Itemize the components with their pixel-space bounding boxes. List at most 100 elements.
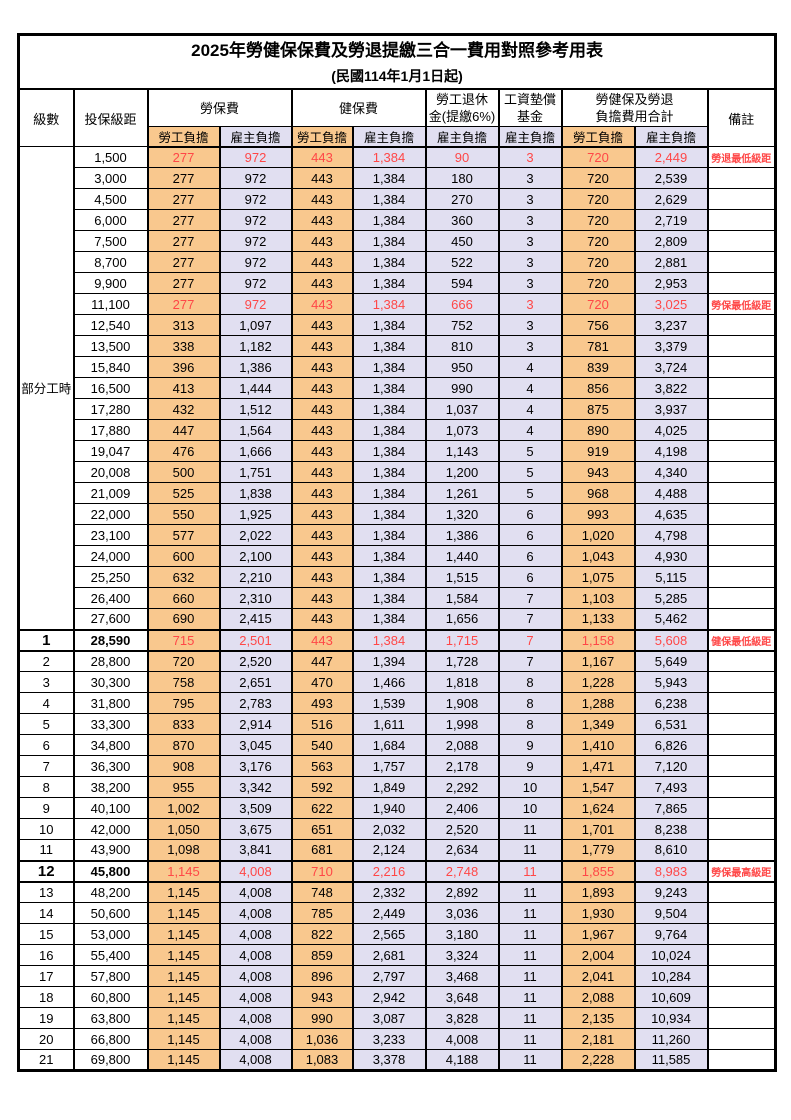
header-sub-row: 勞工負擔 雇主負擔 勞工負擔 雇主負擔 雇主負擔 雇主負擔 勞工負擔 雇主負擔	[19, 125, 776, 148]
value-cell: 1,158	[560, 628, 636, 652]
value-cell: 1,656	[424, 608, 500, 630]
value-cell: 972	[218, 293, 293, 315]
bracket-cell: 23,100	[72, 524, 149, 546]
bracket-cell: 42,000	[72, 818, 149, 840]
value-cell: 5,943	[633, 671, 709, 693]
bracket-cell: 33,300	[72, 713, 149, 735]
value-cell: 1,145	[146, 923, 221, 945]
value-cell: 2,022	[218, 524, 293, 546]
value-cell: 1,684	[351, 734, 427, 756]
value-cell: 2,210	[218, 566, 293, 588]
value-cell: 447	[146, 419, 221, 441]
table-row: 9 40,100 1,002 3,509 622 1,940 2,406 10 1,624 7,8…	[17, 797, 777, 819]
value-cell: 1,384	[351, 545, 427, 567]
table-row: 16 55,400 1,145 4,008 859 2,681 3,324 11 2,004 10…	[17, 944, 777, 966]
value-cell: 1,386	[218, 356, 293, 378]
value-cell: 443	[290, 251, 354, 273]
value-cell: 785	[290, 902, 354, 924]
value-cell: 11	[497, 1028, 563, 1050]
value-cell: 522	[424, 251, 500, 273]
table-row: 17,280 432 1,512 443 1,384 1,037 4 875 3,937	[19, 398, 777, 420]
value-cell: 4	[497, 419, 563, 441]
value-cell: 1,386	[424, 524, 500, 546]
note-cell	[706, 545, 777, 567]
value-cell: 4,008	[218, 923, 293, 945]
value-cell: 1,818	[424, 671, 500, 693]
value-cell: 870	[146, 734, 221, 756]
table-row: 21,009 525 1,838 443 1,384 1,261 5 968 4,488	[19, 482, 777, 504]
bracket-cell: 20,008	[72, 461, 149, 483]
value-cell: 3	[497, 272, 563, 294]
value-cell: 6	[497, 566, 563, 588]
value-cell: 1,444	[218, 377, 293, 399]
value-cell: 277	[146, 251, 221, 273]
col-header-wage-fund: 工資墊償 基金	[497, 88, 563, 127]
value-cell: 1,384	[351, 587, 427, 609]
value-cell: 443	[290, 167, 354, 189]
value-cell: 4,008	[218, 965, 293, 987]
value-cell: 972	[218, 188, 293, 210]
value-cell: 2,565	[351, 923, 427, 945]
value-cell: 8,983	[633, 859, 709, 883]
value-cell: 1,384	[351, 230, 427, 252]
value-cell: 3	[497, 293, 563, 315]
subheader-health-employer: 雇主負擔	[351, 125, 427, 148]
value-cell: 10,024	[633, 944, 709, 966]
note-cell	[706, 251, 777, 273]
level-cell: 13	[17, 881, 75, 903]
value-cell: 1,384	[351, 524, 427, 546]
bracket-cell: 25,250	[72, 566, 149, 588]
bracket-cell: 13,500	[72, 335, 149, 357]
bracket-cell: 36,300	[72, 755, 149, 777]
value-cell: 432	[146, 398, 221, 420]
value-cell: 1,624	[560, 797, 636, 819]
value-cell: 600	[146, 545, 221, 567]
note-cell	[706, 230, 777, 252]
value-cell: 5	[497, 440, 563, 462]
value-cell: 476	[146, 440, 221, 462]
value-cell: 720	[560, 188, 636, 210]
note-cell	[706, 419, 777, 441]
value-cell: 443	[290, 146, 354, 168]
value-cell: 11	[497, 818, 563, 840]
value-cell: 1,967	[560, 923, 636, 945]
level-cell: 19	[17, 1007, 75, 1029]
table-row: 23,100 577 2,022 443 1,384 1,386 6 1,020 4,798	[19, 524, 777, 546]
value-cell: 1,384	[351, 503, 427, 525]
value-cell: 1,133	[560, 608, 636, 630]
level-cell: 20	[17, 1028, 75, 1050]
value-cell: 1,466	[351, 671, 427, 693]
bracket-cell: 31,800	[72, 692, 149, 714]
value-cell: 8	[497, 713, 563, 735]
table-row: 26,400 660 2,310 443 1,384 1,584 7 1,103 5,285	[19, 587, 777, 609]
value-cell: 443	[290, 503, 354, 525]
level-cell: 11	[17, 839, 75, 861]
value-cell: 9	[497, 755, 563, 777]
value-cell: 1,182	[218, 335, 293, 357]
value-cell: 972	[218, 272, 293, 294]
value-cell: 715	[146, 628, 221, 652]
value-cell: 4,008	[218, 1049, 293, 1071]
value-cell: 277	[146, 272, 221, 294]
value-cell: 493	[290, 692, 354, 714]
value-cell: 3	[497, 188, 563, 210]
table-row: 6 34,800 870 3,045 540 1,684 2,088 9 1,410 6,826	[17, 734, 777, 756]
table-row: 8 38,200 955 3,342 592 1,849 2,292 10 1,547 7,493	[17, 776, 777, 798]
value-cell: 443	[290, 566, 354, 588]
level-cell: 17	[17, 965, 75, 987]
value-cell: 1,145	[146, 859, 221, 883]
value-cell: 1,394	[351, 650, 427, 672]
subheader-pension-employer: 雇主負擔	[424, 125, 500, 148]
table-row: 10 42,000 1,050 3,675 651 2,032 2,520 11 1,701 8,…	[17, 818, 777, 840]
table-row: 3 30,300 758 2,651 470 1,466 1,818 8 1,228 5,943	[17, 671, 777, 693]
value-cell: 1,103	[560, 587, 636, 609]
value-cell: 313	[146, 314, 221, 336]
value-cell: 720	[560, 230, 636, 252]
table-row: 20,008 500 1,751 443 1,384 1,200 5 943 4,340	[19, 461, 777, 483]
value-cell: 6	[497, 503, 563, 525]
value-cell: 3,342	[218, 776, 293, 798]
value-cell: 758	[146, 671, 221, 693]
table-row: 7,500 277 972 443 1,384 450 3 720 2,809	[19, 230, 777, 252]
part-time-label: 部分工時	[17, 146, 75, 630]
value-cell: 7,493	[633, 776, 709, 798]
